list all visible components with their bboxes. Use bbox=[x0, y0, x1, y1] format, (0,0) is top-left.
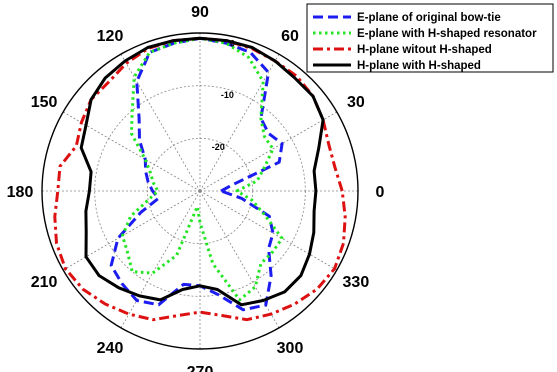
outer-ring bbox=[41, 32, 359, 350]
angle-tick-label: 270 bbox=[187, 364, 214, 372]
series-line-2 bbox=[121, 36, 284, 302]
legend-label: E-plane of original bow-tie bbox=[357, 12, 501, 24]
angle-tick-label: 90 bbox=[191, 4, 209, 21]
series-line-4 bbox=[79, 36, 325, 307]
legend-label: H-plane witout H-shaped bbox=[357, 44, 492, 56]
angle-tick-label: 150 bbox=[31, 94, 58, 111]
polar-grid bbox=[41, 32, 359, 350]
angle-tick-label: 300 bbox=[277, 340, 304, 357]
legend-label: H-plane with H-shaped bbox=[357, 60, 481, 72]
grid-spoke bbox=[62, 190, 201, 271]
radial-tick-label: -10 bbox=[221, 90, 234, 100]
series-layer bbox=[53, 36, 347, 322]
angle-labels: 0 30 60 90 120 150 180 210 240 270 300 330 bbox=[7, 4, 385, 372]
radial-tick-label: 0 bbox=[230, 38, 235, 48]
angle-tick-label: 180 bbox=[7, 184, 34, 201]
grid-spoke bbox=[120, 190, 201, 329]
legend: E-plane of original bow-tie E-plane with … bbox=[306, 3, 554, 73]
series-line-1 bbox=[109, 36, 284, 312]
series-line-3 bbox=[53, 36, 347, 322]
angle-tick-label: 120 bbox=[97, 28, 124, 45]
angle-tick-label: 30 bbox=[347, 94, 365, 111]
grid-spoke bbox=[199, 53, 280, 192]
ring-labels: 0 -10 -20 bbox=[212, 38, 235, 152]
angle-tick-label: 0 bbox=[376, 184, 385, 201]
legend-box bbox=[306, 3, 554, 73]
angle-tick-label: 60 bbox=[281, 28, 299, 45]
angle-tick-label: 210 bbox=[31, 274, 58, 291]
legend-label: E-plane with H-shaped resonator bbox=[357, 28, 537, 40]
angle-tick-label: 330 bbox=[343, 274, 370, 291]
radial-tick-label: -20 bbox=[212, 142, 225, 152]
angle-tick-label: 240 bbox=[97, 340, 124, 357]
